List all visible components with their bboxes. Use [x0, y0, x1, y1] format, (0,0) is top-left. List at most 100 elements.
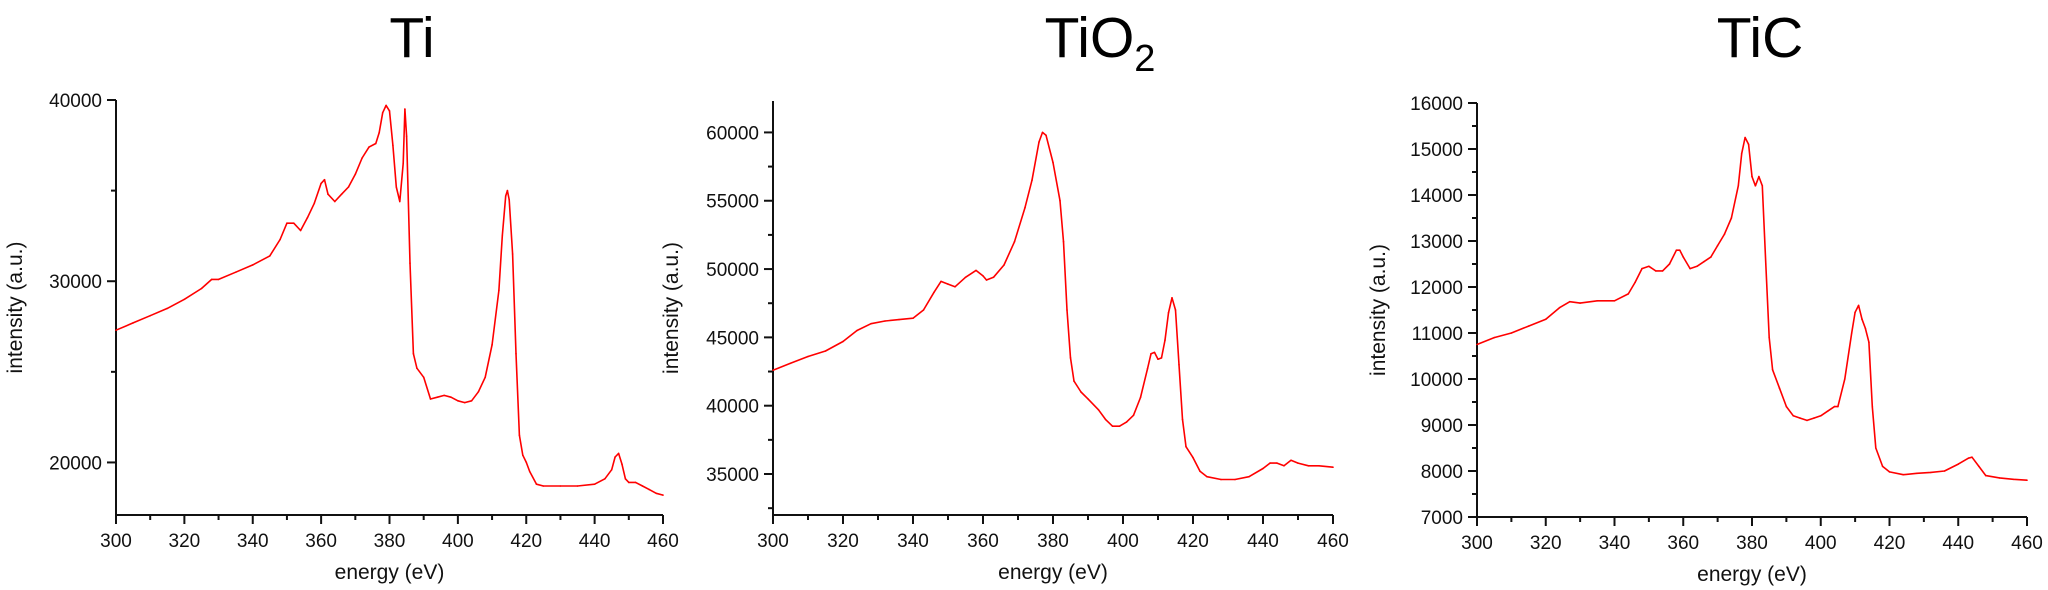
data-point	[1157, 358, 1159, 361]
spectrum-line	[1476, 136, 2028, 481]
data-point	[1864, 327, 1867, 330]
data-point	[1192, 456, 1194, 459]
x-tick-label: 340	[237, 531, 269, 552]
x-tick-label: 360	[305, 531, 337, 552]
data-point	[501, 235, 504, 237]
data-point	[1875, 447, 1877, 449]
data-point	[1716, 244, 1719, 247]
data-point	[252, 264, 254, 266]
data-point	[1185, 445, 1187, 448]
data-point	[1178, 363, 1180, 366]
data-point	[1806, 419, 1808, 422]
data-point	[1813, 417, 1815, 419]
y-tick-label: 12000	[1410, 278, 1463, 299]
data-point	[1111, 425, 1114, 428]
data-point	[1146, 368, 1149, 370]
y-tick-label: 7000	[1421, 508, 1463, 529]
chart-title: TiO2	[1045, 6, 1156, 80]
chart-title-subscript: 2	[1134, 38, 1155, 80]
data-point	[1013, 240, 1016, 243]
data-point	[1613, 300, 1616, 302]
data-point	[1024, 206, 1026, 209]
x-tick-label: 380	[1037, 531, 1069, 552]
data-point	[234, 271, 237, 274]
chart-title-main: TiO	[1045, 6, 1135, 70]
data-point	[1041, 131, 1044, 134]
spectrum-line	[115, 104, 664, 496]
data-point	[1850, 332, 1853, 334]
data-point	[1066, 309, 1068, 311]
data-point	[429, 398, 432, 400]
data-point	[1073, 380, 1075, 382]
x-tick-label: 340	[897, 531, 929, 552]
x-tick-label: 400	[1805, 533, 1837, 554]
data-point	[457, 400, 459, 402]
chart-title-main: TiC	[1717, 6, 1804, 70]
x-tick-label: 440	[1942, 533, 1974, 554]
data-point	[412, 352, 415, 355]
data-point	[506, 189, 509, 192]
data-point	[1579, 302, 1581, 304]
data-point	[399, 200, 401, 203]
data-point	[898, 318, 900, 321]
data-point	[634, 481, 637, 484]
data-point	[491, 343, 493, 346]
data-point	[807, 355, 809, 358]
x-tick-label: 440	[1247, 531, 1279, 552]
panel-tic: TiC 300 320 340 360 380 400 420 440 460 7000 8000 90…	[1367, 6, 2043, 586]
data-point	[1723, 233, 1726, 235]
y-axis-label: intensity (a.u.)	[660, 242, 683, 374]
data-point	[1799, 417, 1801, 419]
data-point	[528, 470, 531, 473]
data-point	[1031, 179, 1033, 181]
data-point	[1069, 357, 1072, 359]
data-point	[1276, 462, 1278, 464]
y-tick-label: 60000	[706, 123, 759, 144]
data-point	[450, 396, 452, 399]
data-point	[1318, 465, 1320, 467]
data-point	[1679, 249, 1681, 251]
data-point	[982, 275, 984, 277]
x-tick-label: 460	[1317, 531, 1349, 552]
x-tick-label: 400	[1107, 531, 1139, 552]
data-point	[1916, 472, 1918, 475]
x-tick-label: 440	[579, 531, 611, 552]
data-point	[1971, 456, 1973, 459]
data-point	[985, 279, 988, 281]
data-point	[1234, 478, 1236, 481]
data-point	[662, 494, 664, 496]
data-point	[1167, 312, 1170, 314]
data-point	[628, 481, 630, 484]
data-point	[1868, 341, 1870, 344]
data-point	[436, 396, 439, 399]
x-tick-label: 300	[100, 531, 132, 552]
data-point	[484, 376, 487, 379]
data-point	[518, 434, 521, 437]
panel-ti: Ti 300 320 340 360 380 400 420 440 460 20000 30000 4…	[4, 6, 679, 584]
data-point	[515, 352, 517, 355]
data-point	[1998, 477, 2001, 479]
data-point	[1857, 304, 1860, 307]
data-point	[402, 162, 405, 165]
data-point	[1125, 421, 1128, 423]
data-point	[132, 322, 134, 324]
data-point	[1171, 297, 1173, 299]
data-point	[614, 456, 616, 458]
x-tick-label: 460	[647, 531, 679, 552]
data-point	[842, 340, 844, 343]
x-tick-label: 400	[442, 531, 474, 552]
data-point	[576, 485, 579, 487]
data-point	[1062, 240, 1065, 243]
data-point	[992, 276, 995, 279]
data-point	[1881, 465, 1884, 468]
data-point	[1737, 185, 1740, 187]
data-point	[559, 485, 562, 487]
data-point	[1206, 475, 1208, 478]
data-point	[1861, 318, 1863, 321]
data-point	[1682, 256, 1685, 258]
data-point	[166, 307, 169, 310]
chart-title: TiC	[1717, 6, 1804, 70]
data-point	[279, 238, 281, 241]
x-tick-label: 380	[1736, 533, 1768, 554]
data-point	[149, 314, 151, 317]
